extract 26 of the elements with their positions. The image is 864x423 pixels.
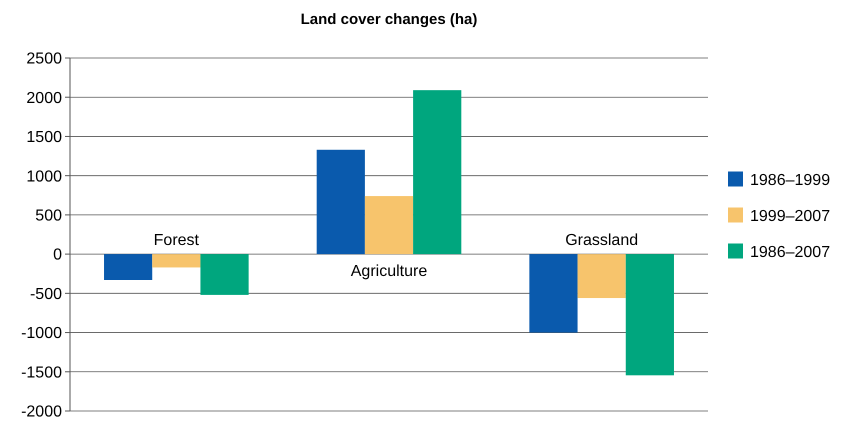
bar [626,254,674,376]
bar [529,254,578,333]
x-tick-label: Grassland [565,232,638,250]
x-tick-label: Agriculture [350,263,428,280]
y-tick-label: 1500 [26,129,62,146]
legend-label: 1999–2007 [750,208,830,226]
bar [364,196,414,254]
bar [152,254,200,268]
chart-title: Land cover changes (ha) [300,11,478,28]
y-tick-label: 2500 [26,50,62,68]
bar [200,254,249,295]
bar [104,254,152,280]
x-tick-label: Forest [154,232,200,250]
y-tick-label: -1000 [21,325,62,342]
legend-label: 1986–2007 [750,244,830,262]
legend-label: 1986–1999 [750,172,830,190]
y-tick-label: -500 [30,286,62,303]
bar [578,254,626,298]
y-tick-label: -1500 [21,364,62,382]
bar [413,90,462,254]
bar [316,150,365,254]
y-tick-label: 500 [35,207,62,224]
y-tick-label: 1000 [26,168,62,186]
y-tick-label: 0 [53,246,62,264]
y-tick-label: -2000 [21,404,62,421]
y-tick-label: 2000 [26,90,62,107]
